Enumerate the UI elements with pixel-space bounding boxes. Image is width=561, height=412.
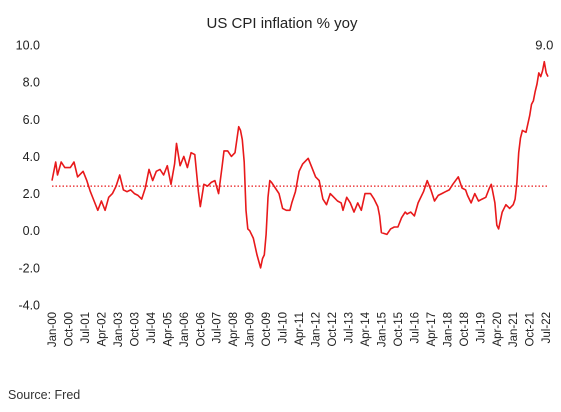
y-tick-label: 0.0 <box>23 224 40 238</box>
y-tick-label: 6.0 <box>23 113 40 127</box>
x-tick-label: Jan-09 <box>245 312 257 347</box>
y-tick-label: 2.0 <box>23 187 40 201</box>
x-tick-label: Oct-03 <box>129 312 141 347</box>
x-tick-label: Apr-14 <box>360 311 372 346</box>
x-tick-label: Oct-21 <box>525 312 537 347</box>
x-tick-label: Jul-01 <box>80 312 92 343</box>
chart-title: US CPI inflation % yoy <box>207 15 358 32</box>
x-tick-label: Jan-06 <box>179 312 191 347</box>
x-tick-label: Jan-12 <box>311 312 323 347</box>
x-tick-label: Apr-20 <box>492 312 504 347</box>
x-tick-label: Oct-18 <box>459 312 471 347</box>
x-axis-ticks: Jan-00 Oct-00 Jul-01 Apr-02 Jan-03 Oct-03 Jul-… <box>47 311 553 347</box>
x-tick-label: Jul-22 <box>541 312 553 343</box>
x-tick-label: Jan-18 <box>442 312 454 347</box>
y-tick-label: 8.0 <box>23 76 40 90</box>
x-tick-label: Jul-07 <box>212 312 224 343</box>
x-tick-label: Apr-02 <box>96 312 108 347</box>
x-tick-label: Oct-06 <box>195 312 207 347</box>
x-tick-label: Jul-16 <box>409 312 421 343</box>
y-tick-label: 10.0 <box>16 39 40 53</box>
x-tick-label: Oct-00 <box>63 312 75 347</box>
series-line <box>51 60 549 269</box>
x-tick-label: Jul-04 <box>146 311 158 343</box>
x-tick-label: Apr-17 <box>426 312 438 347</box>
y-tick-label: -4.0 <box>18 299 40 313</box>
x-tick-label: Jan-03 <box>113 312 125 347</box>
y-tick-label: -2.0 <box>18 261 40 275</box>
x-tick-label: Apr-11 <box>294 312 306 346</box>
x-tick-label: Oct-12 <box>327 312 339 347</box>
x-tick-label: Jan-15 <box>376 312 388 347</box>
x-tick-label: Oct-15 <box>393 312 405 347</box>
x-tick-label: Apr-05 <box>162 312 174 347</box>
x-tick-label: Apr-08 <box>228 312 240 347</box>
y-tick-label: 4.0 <box>23 150 40 164</box>
x-tick-label: Jul-19 <box>475 312 487 343</box>
source-note: Source: Fred <box>8 388 80 402</box>
x-tick-label: Jan-00 <box>47 312 59 347</box>
x-tick-label: Jul-13 <box>344 312 356 343</box>
x-tick-label: Jul-10 <box>278 312 290 343</box>
x-tick-label: Oct-09 <box>261 312 273 347</box>
x-tick-label: Jan-21 <box>508 312 520 347</box>
peak-annotation: 9.0 <box>535 38 553 53</box>
y-axis-ticks: 10.0 8.0 6.0 4.0 2.0 0.0 -2.0 -4.0 <box>16 39 40 313</box>
